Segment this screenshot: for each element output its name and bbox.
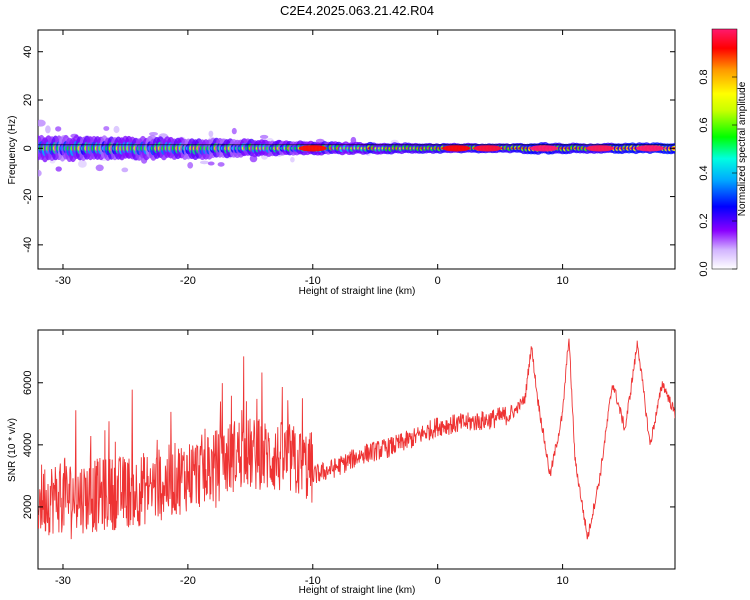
spectral-speckle bbox=[38, 119, 46, 127]
spectral-speckle bbox=[207, 161, 215, 166]
spectral-speckle bbox=[231, 127, 237, 135]
spectral-speckle bbox=[113, 125, 120, 134]
spectral-speckle bbox=[95, 164, 104, 172]
spectral-hotspot bbox=[298, 145, 327, 152]
spectral-speckle bbox=[103, 126, 110, 131]
snr-panel: -30 -20 -10 0 10 6000 4000 2000 Height of stra… bbox=[7, 329, 676, 596]
y-tick-label: 6000 bbox=[22, 371, 34, 395]
spectral-speckle bbox=[217, 162, 225, 167]
colorbar-gradient bbox=[711, 28, 738, 270]
spectral-hotspot bbox=[636, 145, 664, 152]
spectral-speckle bbox=[187, 162, 194, 169]
spectral-speckle bbox=[55, 166, 62, 172]
x-tick-label: 0 bbox=[435, 575, 441, 587]
snr-frame bbox=[37, 329, 676, 570]
spectral-speckle bbox=[55, 126, 62, 132]
x-tick-label: -10 bbox=[305, 575, 321, 587]
x-tick-label: -30 bbox=[55, 275, 71, 287]
y-tick-label: -40 bbox=[22, 237, 34, 253]
colorbar-tick-label: 0.8 bbox=[698, 69, 710, 84]
x-tick-label: 10 bbox=[556, 575, 568, 587]
colorbar-tick-label: 0.6 bbox=[698, 117, 710, 132]
y-tick-label: 4000 bbox=[22, 433, 34, 457]
spectral-speckle bbox=[199, 160, 209, 165]
spectral-hotspot bbox=[473, 145, 502, 152]
spectral-speckle bbox=[38, 169, 42, 177]
spectral-speckle bbox=[259, 134, 269, 139]
x-tick-label: -20 bbox=[180, 275, 196, 287]
colorbar-tick-label: 0.0 bbox=[698, 261, 710, 276]
snr-y-axis-label: SNR (10 * v/v) bbox=[7, 418, 18, 482]
colorbar-label: Normalized spectral amplitude bbox=[737, 81, 748, 216]
spectrogram-y-axis-label: Frequency (Hz) bbox=[7, 116, 18, 185]
x-tick-label: -10 bbox=[305, 275, 321, 287]
spectrogram-panel: -30 -20 -10 0 10 40 20 0 -20 -40 Height of strai… bbox=[7, 29, 676, 297]
snr-x-axis-label: Height of straight line (km) bbox=[299, 585, 416, 596]
spectral-speckle bbox=[45, 125, 51, 134]
y-tick-label: -20 bbox=[22, 189, 34, 205]
x-tick-label: 10 bbox=[556, 275, 568, 287]
spectral-hotspot bbox=[529, 145, 558, 152]
y-tick-label: 20 bbox=[22, 94, 34, 106]
spectral-speckle bbox=[121, 167, 129, 173]
spectral-speckle bbox=[149, 132, 158, 136]
spectral-speckle bbox=[78, 160, 87, 168]
spectral-speckle bbox=[290, 156, 295, 163]
colorbar-tick-label: 0.4 bbox=[698, 165, 710, 180]
x-tick-label: 0 bbox=[435, 275, 441, 287]
spectral-hotspot bbox=[442, 145, 471, 152]
snr-series-line bbox=[38, 338, 675, 540]
colorbar-tick-label: 0.2 bbox=[698, 213, 710, 228]
colorbar: 0.0 0.2 0.4 0.6 0.8 Normalized spectral ampl… bbox=[698, 28, 748, 277]
y-tick-label: 0 bbox=[22, 145, 34, 151]
x-tick-label: -30 bbox=[55, 575, 71, 587]
spectral-hotspot bbox=[586, 145, 615, 152]
y-tick-label: 40 bbox=[22, 46, 34, 58]
spectrogram-x-axis-label: Height of straight line (km) bbox=[299, 286, 416, 297]
y-tick-label: 2000 bbox=[22, 495, 34, 519]
chart-title: C2E4.2025.063.21.42.R04 bbox=[280, 3, 434, 18]
x-tick-label: -20 bbox=[180, 575, 196, 587]
spectral-speckle bbox=[208, 130, 214, 137]
